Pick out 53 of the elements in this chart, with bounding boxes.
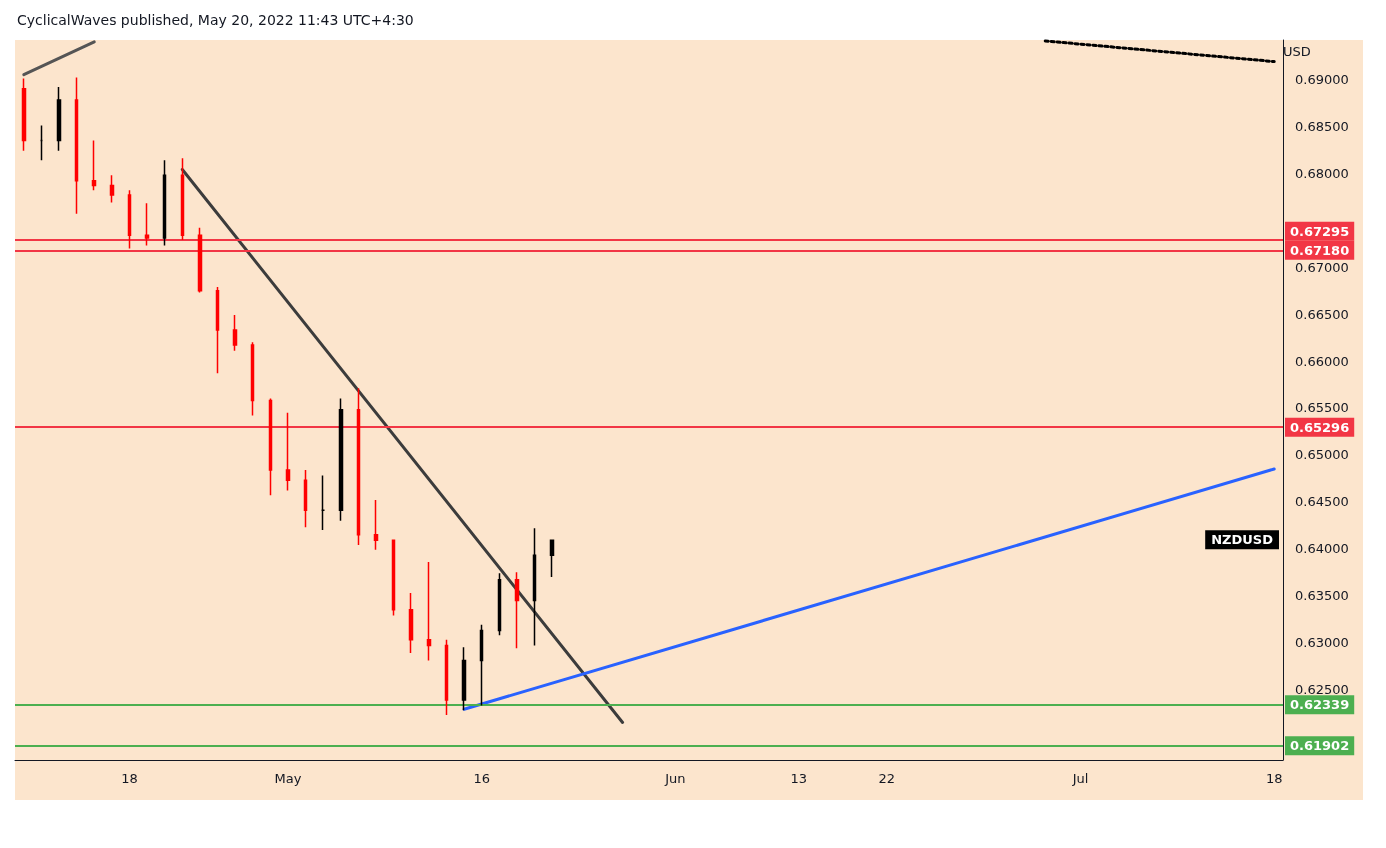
candlestick: [232, 314, 238, 352]
ref-line-label: 0.67180: [1290, 242, 1350, 258]
candlestick: [479, 624, 484, 707]
y-tick-label: 0.65500: [1295, 400, 1349, 416]
text: NZDUSD: [1211, 532, 1274, 548]
y-tick-label: 0.63500: [1295, 588, 1349, 604]
candlestick: [162, 159, 167, 247]
candlestick: [21, 77, 27, 152]
x-tick-label: 18: [121, 771, 138, 786]
candlestick: [180, 157, 185, 241]
y-tick-label: 0.64000: [1295, 541, 1349, 557]
candlestick: [303, 469, 308, 528]
y-tick-label: 0.67000: [1295, 259, 1349, 275]
y-tick-label: 0.66000: [1295, 353, 1349, 369]
candlestick: [91, 139, 97, 191]
candlestick: [39, 124, 44, 161]
ref-line-label: 0.67295: [1290, 223, 1350, 239]
x-tick-label: Jun: [664, 771, 686, 786]
candlestick: [109, 174, 115, 204]
candlestick: [215, 286, 220, 374]
x-tick-label: 16: [473, 771, 490, 786]
x-tick-label: 22: [878, 771, 896, 786]
ref-line-label: 0.62339: [1290, 697, 1350, 713]
candlestick: [373, 499, 379, 551]
x-tick-label: 18: [1265, 771, 1283, 786]
candlestick: [127, 189, 132, 250]
candlestick: [74, 76, 79, 215]
candlestick: [549, 539, 555, 578]
x-tick-label: 13: [790, 771, 807, 786]
candlestick: [285, 411, 291, 492]
y-tick-label: 0.66500: [1295, 306, 1349, 322]
candlestick: [514, 571, 520, 650]
x-tick-label: Jul: [1071, 771, 1089, 786]
y-tick-label: 0.68000: [1295, 165, 1349, 181]
y-tick-label: 0.63000: [1295, 635, 1349, 651]
y-axis-title: USD: [1283, 44, 1311, 59]
ref-line-label: 0.65296: [1290, 419, 1350, 435]
x-tick-label: May: [274, 771, 302, 786]
ref-line-label: 0.61902: [1290, 738, 1350, 754]
candlestick: [426, 561, 432, 662]
y-tick-label: 0.69000: [1295, 71, 1349, 87]
y-tick-label: 0.64500: [1295, 494, 1349, 510]
y-tick-label: 0.68500: [1295, 118, 1349, 134]
candlestick: [56, 86, 62, 152]
candlestick: [532, 527, 537, 647]
chart-title: CyclicalWaves published, May 20, 2022 11:43 UTC+4:30: [17, 12, 414, 28]
candlestick: [320, 474, 326, 531]
y-tick-label: 0.65000: [1295, 447, 1349, 463]
candlestick: [408, 592, 414, 654]
y-tick-label: 0.62500: [1295, 682, 1349, 698]
candlestick: [461, 646, 467, 711]
candlestick: [144, 202, 150, 247]
candlestick: [338, 397, 344, 522]
